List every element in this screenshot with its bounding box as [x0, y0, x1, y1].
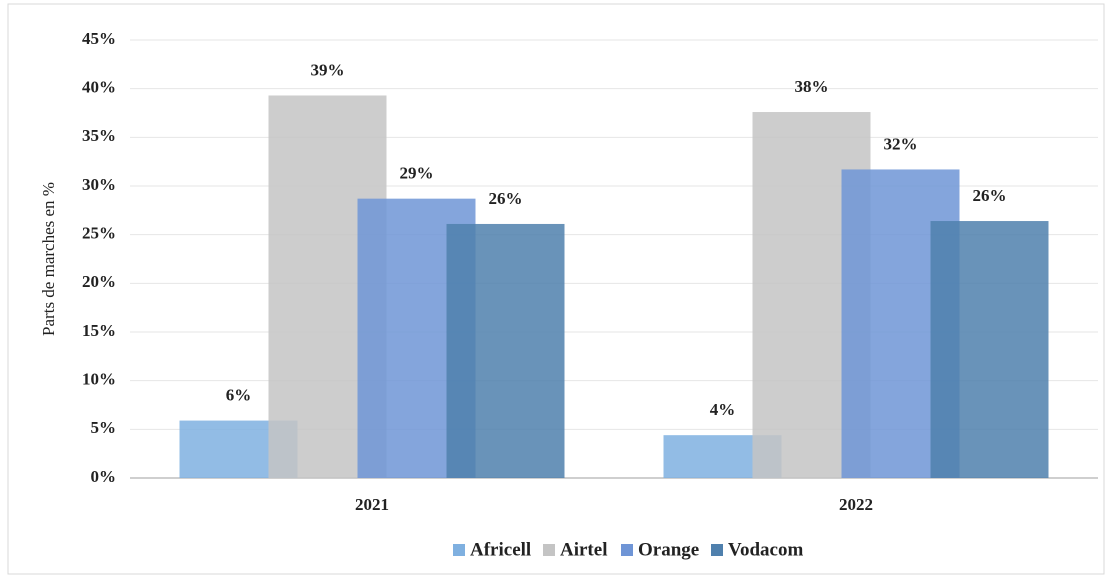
legend-label: Africell — [470, 539, 531, 560]
y-tick-label: 25% — [82, 224, 116, 243]
bar — [446, 223, 565, 478]
legend-swatch — [711, 544, 723, 556]
value-label: 4% — [710, 400, 736, 419]
bar — [930, 221, 1049, 479]
value-label: 32% — [884, 134, 918, 153]
legend-swatch — [543, 544, 555, 556]
y-tick-label: 5% — [91, 418, 117, 437]
value-label: 6% — [226, 385, 252, 404]
y-tick-label: 30% — [82, 175, 116, 194]
y-tick-label: 45% — [82, 29, 116, 48]
value-label: 38% — [795, 77, 829, 96]
legend-label: Orange — [638, 539, 699, 560]
value-label: 29% — [400, 164, 434, 183]
legend-label: Vodacom — [728, 539, 803, 560]
x-tick-label: 2021 — [355, 495, 389, 514]
y-axis-label: Parts de marches en % — [39, 182, 58, 336]
y-tick-label: 10% — [82, 370, 116, 389]
legend-label: Airtel — [560, 539, 607, 560]
y-tick-label: 0% — [91, 467, 117, 486]
x-tick-label: 2022 — [839, 495, 873, 514]
value-label: 26% — [489, 189, 523, 208]
y-tick-label: 40% — [82, 78, 116, 97]
legend-swatch — [453, 544, 465, 556]
y-tick-label: 20% — [82, 272, 116, 291]
y-tick-label: 15% — [82, 321, 116, 340]
legend-swatch — [621, 544, 633, 556]
y-tick-label: 35% — [82, 126, 116, 145]
value-label: 39% — [311, 60, 345, 79]
value-label: 26% — [973, 186, 1007, 205]
